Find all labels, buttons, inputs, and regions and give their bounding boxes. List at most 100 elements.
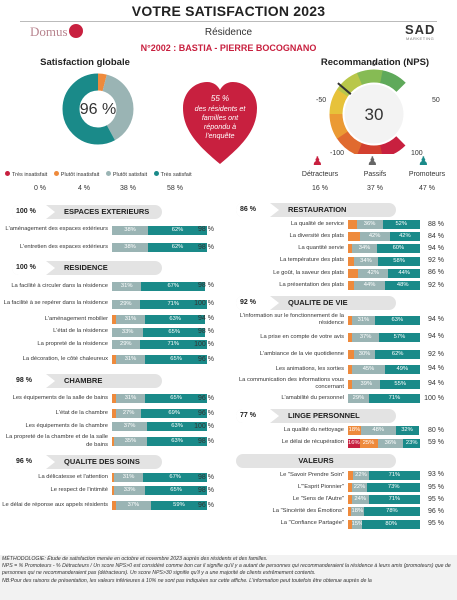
donut-slice-2 xyxy=(62,73,134,145)
page-subtitle: Résidence xyxy=(204,27,253,38)
bar-segment xyxy=(348,470,354,480)
row-total: 93 % xyxy=(428,471,444,479)
row-label: Le délai de réponse aux appels résidents xyxy=(2,502,108,509)
bar-segment: 37% xyxy=(112,422,148,431)
bar-segment: 37% xyxy=(115,501,151,511)
row-bar: 31% 65% xyxy=(112,355,207,365)
bar-segment: 33% xyxy=(112,327,144,337)
row-label: L'"Esprit Pionnier" xyxy=(297,483,344,490)
section-pct: 86 % xyxy=(236,203,279,217)
row-total: 100 % xyxy=(424,394,444,402)
row-bar: 37% 57% xyxy=(348,332,420,342)
bar-segment xyxy=(348,519,352,529)
global-legend: Très insatisfait Plutôt insatisfait Plut… xyxy=(0,171,192,178)
bar-segment: 57% xyxy=(378,332,420,342)
row-label: Le "Sens de l'Autre" xyxy=(292,495,344,502)
footer: MÉTHODOLOGIE: Étude de satisfaction mené… xyxy=(2,556,455,585)
bar-segment: 31% xyxy=(113,473,144,483)
row-label: L'amabilité du personnel xyxy=(281,394,344,401)
row-label: Le goût, la saveur des plats xyxy=(273,269,344,276)
bar-segment: 35% xyxy=(113,437,148,447)
bar-segment: 52% xyxy=(382,220,420,229)
gauge-needle xyxy=(337,82,352,95)
row-total: 94 % xyxy=(428,380,444,387)
section-header: 92 % QUALITE DE VIE xyxy=(236,296,396,311)
bar-segment: 16% xyxy=(348,438,360,448)
row-label: Le respect de l'intimité xyxy=(50,486,109,493)
row-label: L'état de la résidence xyxy=(53,328,108,335)
section-title: RESIDENCE xyxy=(64,263,108,273)
bar-segment: 15% xyxy=(351,519,363,529)
row-total: 98 % xyxy=(198,473,214,481)
bar-segment: 34% xyxy=(352,244,377,254)
bar-segment xyxy=(348,281,354,290)
row-bar: 29% 71% xyxy=(112,340,207,350)
bar-segment: 29% xyxy=(112,299,140,309)
row-total: 98 % xyxy=(198,282,214,290)
row-bar: 15% 80% xyxy=(348,519,420,529)
row-label: L'état de la chambre xyxy=(55,410,108,417)
bar-segment xyxy=(348,507,351,517)
section-pct: 92 % xyxy=(236,296,279,311)
row-bar: 31% 67% xyxy=(112,281,207,291)
row-bar: 31% 65% xyxy=(112,394,207,404)
row-bar: 16% 25% 36% 23% xyxy=(348,438,420,448)
bar-segment: 67% xyxy=(141,281,206,291)
section-header: 96 % QUALITE DES SOINS xyxy=(12,455,162,470)
bar-segment: 78% xyxy=(363,507,420,517)
global-title: Satisfaction globale xyxy=(40,57,130,68)
promoters-pct: 47 % xyxy=(419,185,435,192)
section-title: QUALITE DE VIE xyxy=(288,298,348,308)
bar-segment: 63% xyxy=(147,422,207,431)
bar-segment: 27% xyxy=(115,409,142,419)
bar-segment xyxy=(348,379,353,389)
bar-segment: 71% xyxy=(139,299,207,309)
bar-segment: 65% xyxy=(145,394,207,404)
row-bar: 42% 44% xyxy=(348,268,420,278)
section-header: VALEURS xyxy=(236,453,396,468)
nps-scale-max: 100 xyxy=(411,150,423,157)
row-bar: 37% 59% xyxy=(112,501,207,511)
domus-logo: Domus xyxy=(30,24,83,40)
gauge-segment xyxy=(329,88,349,115)
row-label: L'information sur le fonctionnement de l… xyxy=(239,312,344,327)
promoters-label: Promoteurs xyxy=(408,171,446,178)
section-pct: 100 % xyxy=(12,205,55,219)
detractors-pct: 16 % xyxy=(312,185,328,192)
donut-slice-3 xyxy=(62,73,134,145)
heart-shape xyxy=(183,82,257,164)
row-bar: 31% 63% xyxy=(112,314,207,324)
footer-methodology: MÉTHODOLOGIE: Étude de satisfaction mené… xyxy=(2,556,268,562)
bar-segment: 39% xyxy=(352,379,381,389)
nps-scale-zero: 0 xyxy=(372,61,376,68)
section-pct: 77 % xyxy=(236,409,279,424)
bar-segment: 65% xyxy=(143,327,206,337)
bar-segment xyxy=(348,483,352,492)
nps-title: Recommandation (NPS) xyxy=(320,57,430,68)
section-title: QUALITE DES SOINS xyxy=(64,457,140,467)
nps-scale-mid-high: 50 xyxy=(432,97,440,104)
section-title: VALEURS xyxy=(298,455,334,465)
page-title: VOTRE SATISFACTION 2023 xyxy=(131,3,326,19)
bar-segment: 62% xyxy=(375,350,420,360)
bar-segment xyxy=(348,350,354,360)
bar-segment: 62% xyxy=(148,225,207,235)
bar-segment xyxy=(112,501,116,511)
row-label: La "Sincérité des Émotions" xyxy=(272,508,344,515)
global-center-value: 96 % xyxy=(80,101,116,118)
legend-pct: 0 % xyxy=(33,185,47,192)
row-total: 98 % xyxy=(198,328,214,335)
bar-segment: 18% xyxy=(348,426,361,436)
bar-segment: 44% xyxy=(388,268,420,278)
bar-segment: 42% xyxy=(358,268,389,278)
row-total: 96 % xyxy=(198,409,214,417)
row-bar: 22% 73% xyxy=(348,483,420,492)
section-title: ESPACES EXTERIEURS xyxy=(64,207,150,216)
bar-segment: 65% xyxy=(145,486,207,496)
bar-segment: 44% xyxy=(353,281,386,290)
bar-segment: 69% xyxy=(141,409,207,419)
legend-item: Plutôt insatisfait xyxy=(49,171,99,178)
bar-segment: 33% xyxy=(113,486,146,496)
bar-segment: 36% xyxy=(356,220,383,229)
row-bar: 33% 65% xyxy=(112,327,207,337)
